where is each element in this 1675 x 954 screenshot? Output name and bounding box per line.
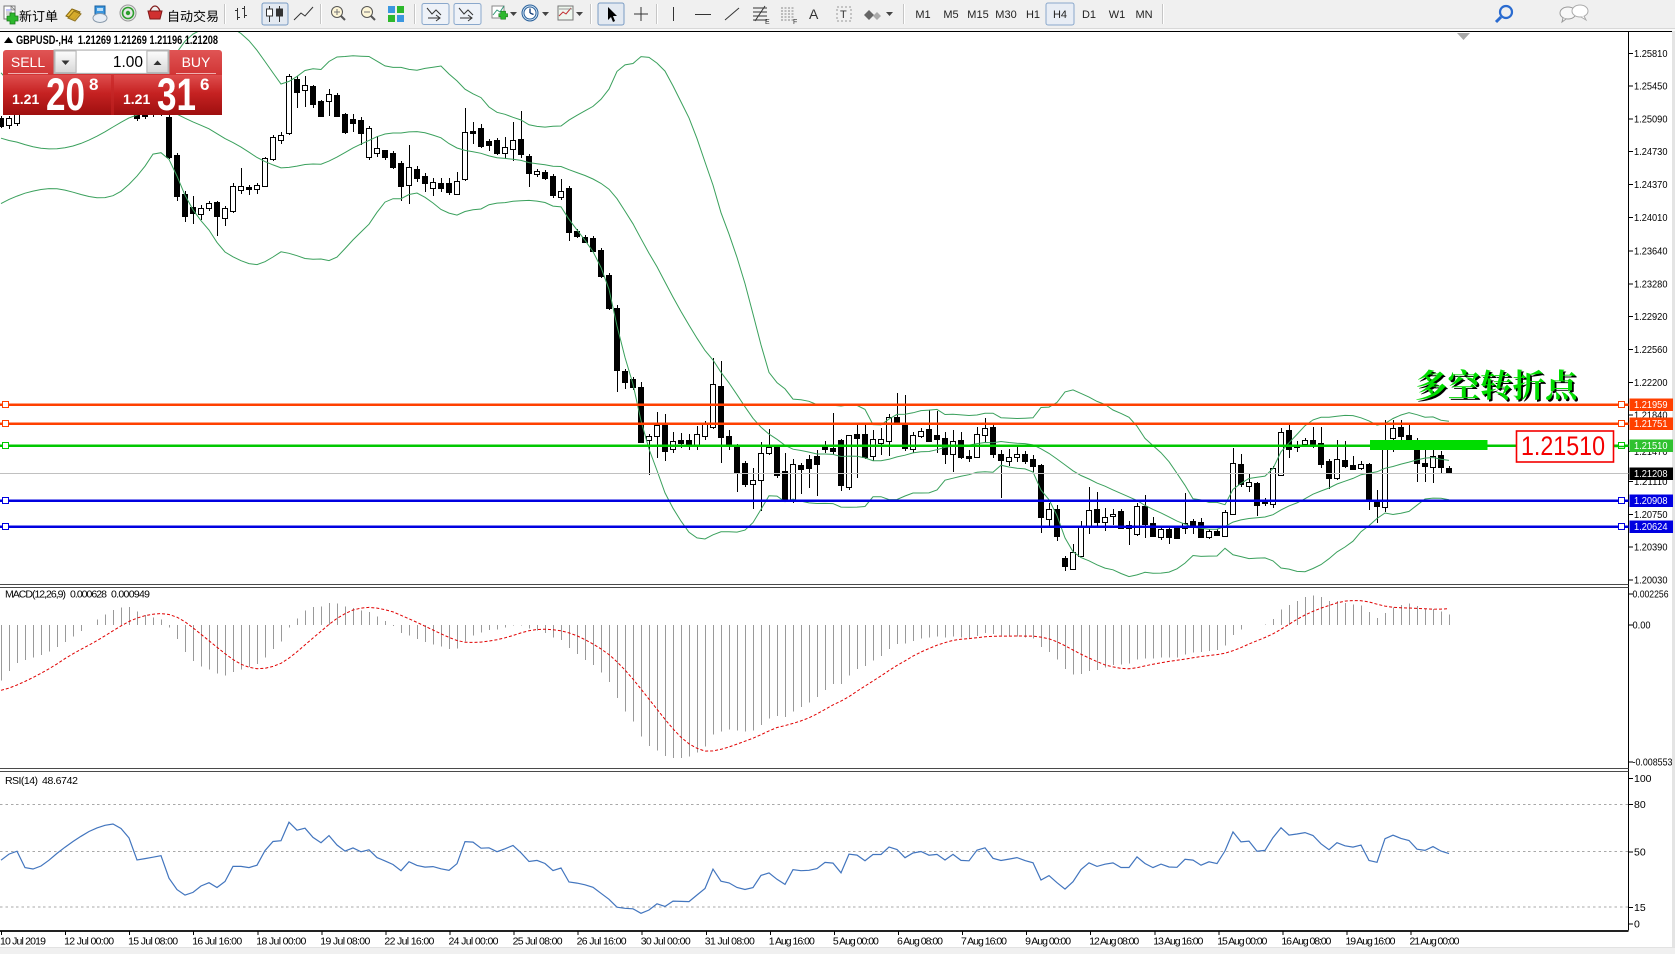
svg-text:0: 0 <box>1634 919 1640 931</box>
svg-text:W1: W1 <box>1109 9 1126 21</box>
svg-text:19 Aug 16:00: 19 Aug 16:00 <box>1346 936 1396 948</box>
svg-text:1.25450: 1.25450 <box>1634 81 1668 93</box>
svg-text:50: 50 <box>1634 846 1646 858</box>
svg-text:0.000949: 0.000949 <box>111 589 150 601</box>
svg-text:24 Jul 00:00: 24 Jul 00:00 <box>449 936 499 948</box>
svg-text:30 Jul 00:00: 30 Jul 00:00 <box>641 936 691 948</box>
svg-text:0.000628: 0.000628 <box>70 589 107 601</box>
svg-text:1.22920: 1.22920 <box>1634 311 1668 323</box>
svg-text:MACD(12,26,9): MACD(12,26,9) <box>5 589 66 601</box>
svg-text:48.6742: 48.6742 <box>42 775 78 787</box>
svg-text:26 Jul 16:00: 26 Jul 16:00 <box>577 936 627 948</box>
svg-text:16 Jul 16:00: 16 Jul 16:00 <box>192 936 242 948</box>
svg-text:T: T <box>840 9 847 21</box>
svg-text:100: 100 <box>1634 773 1652 785</box>
svg-text:1.20030: 1.20030 <box>1634 575 1668 587</box>
svg-text:1.24010: 1.24010 <box>1634 212 1668 224</box>
svg-text:12 Aug 08:00: 12 Aug 08:00 <box>1089 936 1139 948</box>
svg-text:-0.008553: -0.008553 <box>1633 757 1673 769</box>
svg-text:31: 31 <box>157 69 196 120</box>
svg-text:1.23640: 1.23640 <box>1634 246 1668 258</box>
svg-text:1.22560: 1.22560 <box>1634 344 1668 356</box>
svg-text:15 Jul 08:00: 15 Jul 08:00 <box>128 936 178 948</box>
svg-text:M5: M5 <box>943 9 958 21</box>
svg-text:M30: M30 <box>995 9 1016 21</box>
svg-text:22 Jul 16:00: 22 Jul 16:00 <box>384 936 434 948</box>
svg-text:1.25090: 1.25090 <box>1634 113 1668 125</box>
svg-text:1.21: 1.21 <box>123 91 150 107</box>
svg-text:15: 15 <box>1634 902 1646 914</box>
svg-text:0.00: 0.00 <box>1633 620 1651 632</box>
svg-text:H1: H1 <box>1026 9 1040 21</box>
svg-text:18 Jul 00:00: 18 Jul 00:00 <box>256 936 306 948</box>
svg-text:6 Aug 08:00: 6 Aug 08:00 <box>897 936 943 948</box>
svg-text:5 Aug 00:00: 5 Aug 00:00 <box>833 936 879 948</box>
svg-text:8: 8 <box>89 75 98 94</box>
svg-text:1.21208: 1.21208 <box>1634 468 1668 480</box>
svg-text:1.23280: 1.23280 <box>1634 278 1668 290</box>
svg-text:19 Jul 08:00: 19 Jul 08:00 <box>320 936 370 948</box>
svg-text:80: 80 <box>1634 799 1646 811</box>
svg-text:H4: H4 <box>1053 9 1067 21</box>
svg-text:1.21959: 1.21959 <box>1634 399 1668 411</box>
svg-text:D1: D1 <box>1082 9 1096 21</box>
svg-text:1.24370: 1.24370 <box>1634 179 1668 191</box>
svg-text:12 Jul 00:00: 12 Jul 00:00 <box>64 936 114 948</box>
svg-text:6: 6 <box>200 75 209 94</box>
svg-text:15 Aug 00:00: 15 Aug 00:00 <box>1217 936 1267 948</box>
svg-text:A: A <box>809 6 819 22</box>
svg-text:16 Aug 08:00: 16 Aug 08:00 <box>1281 936 1331 948</box>
svg-text:1.24730: 1.24730 <box>1634 146 1668 158</box>
svg-text:F: F <box>793 19 797 26</box>
svg-text:GBPUSD-,H4 1.21269 1.21269 1.: GBPUSD-,H4 1.21269 1.21269 1.21196 1.212… <box>16 35 218 47</box>
svg-text:M1: M1 <box>915 9 930 21</box>
svg-text:1 Aug 16:00: 1 Aug 16:00 <box>769 936 815 948</box>
svg-text:21 Aug 00:00: 21 Aug 00:00 <box>1410 936 1460 948</box>
svg-text:SELL: SELL <box>11 54 45 70</box>
svg-text:1.21751: 1.21751 <box>1634 418 1668 430</box>
svg-text:1.20390: 1.20390 <box>1634 542 1668 554</box>
svg-text:RSI(14): RSI(14) <box>5 775 38 787</box>
svg-text:E: E <box>765 19 770 26</box>
svg-text:1.21510: 1.21510 <box>1521 431 1605 461</box>
svg-text:0.002256: 0.002256 <box>1633 589 1669 601</box>
svg-text:1.20624: 1.20624 <box>1634 521 1668 533</box>
svg-text:9 Aug 00:00: 9 Aug 00:00 <box>1025 936 1071 948</box>
svg-text:7 Aug 16:00: 7 Aug 16:00 <box>961 936 1007 948</box>
svg-text:1.00: 1.00 <box>113 54 144 71</box>
svg-text:1.22200: 1.22200 <box>1634 377 1668 389</box>
svg-text:1.21: 1.21 <box>12 91 39 107</box>
svg-text:13 Aug 16:00: 13 Aug 16:00 <box>1153 936 1203 948</box>
svg-text:MN: MN <box>1135 9 1152 21</box>
svg-text:31 Jul 08:00: 31 Jul 08:00 <box>705 936 755 948</box>
svg-text:20: 20 <box>46 69 85 120</box>
svg-text:1.20908: 1.20908 <box>1634 495 1668 507</box>
svg-text:25 Jul 08:00: 25 Jul 08:00 <box>513 936 563 948</box>
svg-text:M15: M15 <box>967 9 988 21</box>
svg-text:10 Jul 2019: 10 Jul 2019 <box>0 936 46 948</box>
svg-text:BUY: BUY <box>182 54 211 70</box>
svg-text:1.20750: 1.20750 <box>1634 509 1668 521</box>
svg-text:1.25810: 1.25810 <box>1634 48 1668 60</box>
svg-text:1.21510: 1.21510 <box>1634 440 1668 452</box>
